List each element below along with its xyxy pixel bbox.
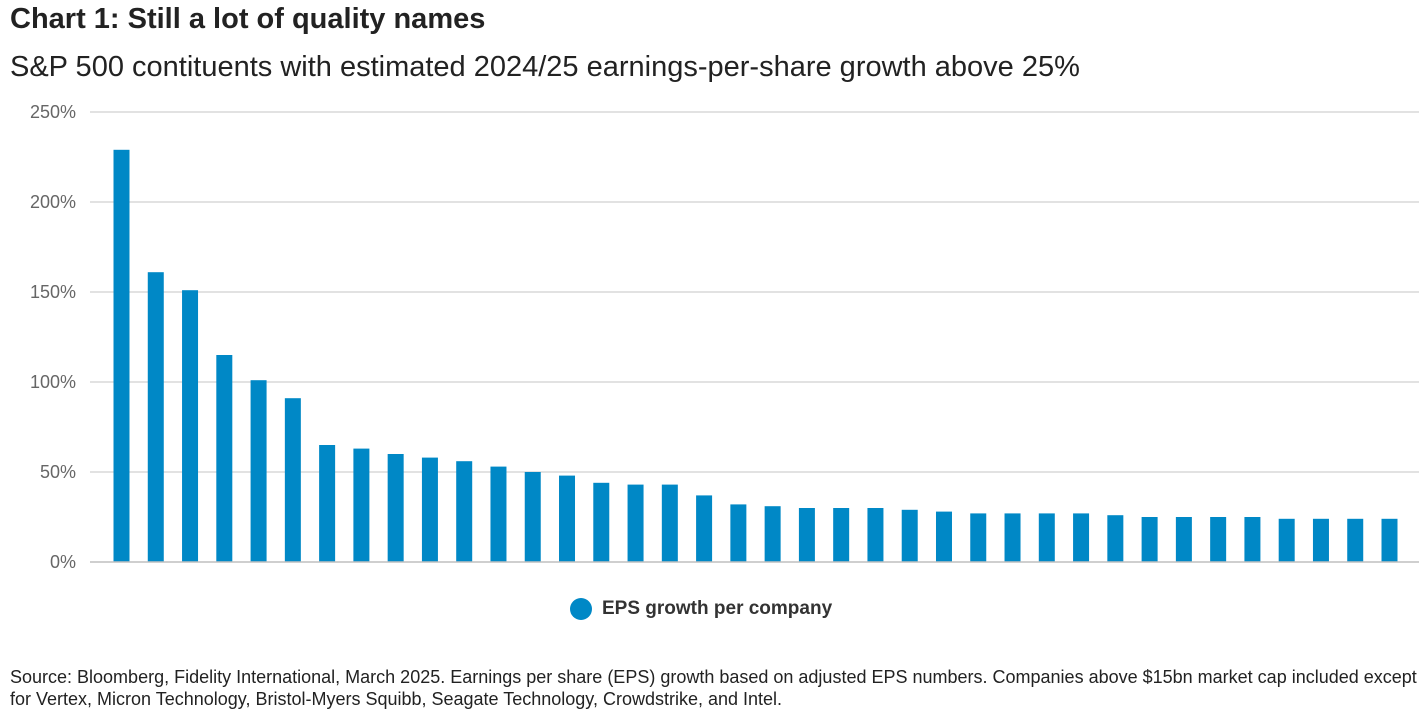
bar [1244,517,1261,562]
bar [901,509,918,562]
source-note: Source: Bloomberg, Fidelity Internationa… [10,667,1417,709]
bar-chart: 0% 50% 100% 150% 200% 250% [30,102,1419,572]
gridlines [90,111,1419,473]
legend-label: EPS growth per company [602,598,833,619]
bar [387,454,404,562]
bar [1004,513,1021,562]
bar [353,448,370,562]
bar [250,380,267,562]
y-tick-label: 150% [30,282,76,302]
bar [696,495,713,562]
bar [559,475,576,562]
bars [113,149,1398,563]
bar [798,508,815,562]
bar [935,511,952,562]
y-tick-label: 250% [30,102,76,122]
bar [182,290,199,562]
bar [730,504,747,562]
bar [867,508,884,562]
y-tick-label: 50% [40,462,76,482]
bar [1107,515,1124,562]
bar [1312,518,1329,562]
y-tick-label: 200% [30,192,76,212]
y-axis-ticks: 0% 50% 100% 150% 200% 250% [30,102,76,572]
bar [421,457,438,562]
bar [661,484,678,562]
chart-subtitle: S&P 500 contituents with estimated 2024/… [10,51,1080,83]
bar [1278,518,1295,562]
bar [1347,518,1364,562]
bar [319,445,336,562]
bar [147,272,164,562]
legend-marker [570,598,592,620]
bar [764,506,781,562]
bar [524,472,541,562]
bar [1038,513,1055,562]
y-tick-label: 0% [50,552,76,572]
chart-title: Chart 1: Still a lot of quality names [10,3,486,35]
bar [593,482,610,562]
bar [456,461,473,562]
bar [627,484,644,562]
bar [1175,517,1192,562]
bar [1141,517,1158,562]
bar [490,466,507,562]
bar [1381,518,1398,562]
bar [833,508,850,562]
bar [1210,517,1227,562]
bar [216,355,233,562]
bar [113,149,130,563]
bar [970,513,987,562]
bar [1073,513,1090,562]
y-tick-label: 100% [30,372,76,392]
legend: EPS growth per company [570,598,832,620]
bar [284,398,301,562]
